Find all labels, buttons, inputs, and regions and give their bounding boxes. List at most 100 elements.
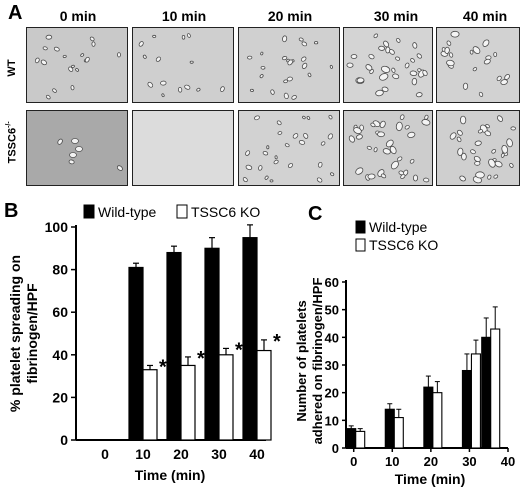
platelet (409, 70, 418, 77)
bar-ko-30 (218, 354, 234, 441)
chart-c: 0 10 20 30 40 50 60 0 10 20 30 40 Wild-type TSSC6 KO T… (294, 219, 515, 487)
platelet (353, 127, 362, 135)
platelet (260, 51, 264, 56)
x-tick-label: 20 (424, 454, 438, 469)
platelet (482, 39, 490, 47)
platelet (470, 149, 476, 155)
platelet (491, 149, 497, 154)
platelet (382, 148, 391, 155)
platelet (245, 150, 251, 156)
platelet (446, 40, 452, 46)
y-tick-label: 40 (52, 347, 68, 363)
platelet (500, 152, 505, 158)
platelet (391, 67, 396, 73)
platelet (390, 160, 399, 170)
platelet (306, 115, 311, 120)
platelet (277, 131, 283, 135)
x-tick-label: 30 (462, 454, 476, 469)
platelet (404, 125, 410, 130)
bar-wild-type-20 (423, 386, 434, 449)
platelet (459, 115, 467, 125)
platelet (389, 145, 397, 155)
platelet (399, 114, 405, 121)
platelet (283, 92, 289, 100)
platelet (301, 41, 308, 47)
micrograph-ko-4 (436, 110, 520, 186)
bar-wild-type-30 (204, 247, 220, 441)
platelet (266, 145, 270, 150)
bar-ko-30 (470, 353, 481, 449)
platelet (220, 86, 225, 92)
platelet (189, 60, 194, 64)
micrograph-wt-0 (26, 27, 128, 103)
bar-wild-type-30 (461, 369, 472, 449)
platelet (327, 133, 334, 140)
platelet (40, 59, 47, 66)
platelet (307, 72, 312, 78)
platelet (177, 87, 183, 93)
y-tick-label: 60 (325, 275, 339, 290)
platelet (509, 162, 514, 168)
time-header-10: 10 min (161, 8, 207, 24)
platelet (409, 158, 415, 164)
platelet (186, 33, 191, 38)
platelet (485, 124, 490, 129)
platelet (152, 34, 157, 38)
platelet (473, 155, 481, 163)
y-tick-label: 80 (52, 262, 68, 278)
platelet (184, 84, 191, 90)
legend-swatch-ko (176, 204, 188, 219)
platelet (282, 35, 288, 43)
x-axis-label: Time (min) (395, 471, 466, 487)
platelet (404, 62, 410, 69)
platelet (298, 37, 304, 42)
platelet (449, 52, 454, 58)
platelet (320, 141, 326, 146)
platelet (68, 66, 74, 72)
platelet (258, 165, 263, 171)
platelet (89, 36, 95, 42)
platelet (292, 133, 299, 139)
time-header-30: 30 min (373, 8, 419, 24)
platelet (160, 80, 167, 86)
platelet (496, 115, 504, 122)
x-tick-label: 0 (101, 446, 109, 462)
platelet (396, 37, 401, 43)
platelet (395, 121, 403, 132)
platelet (75, 146, 83, 152)
platelet (412, 174, 418, 182)
micrograph-wt-2 (238, 27, 340, 103)
y-axis-label-line1: Number of platelets (294, 300, 309, 421)
platelet (45, 94, 51, 100)
platelet (142, 54, 147, 59)
platelet (383, 40, 390, 48)
micrograph-wt-3 (343, 27, 433, 103)
platelet (270, 89, 275, 95)
platelet (487, 174, 492, 180)
platelet (45, 34, 53, 40)
legend-swatch-ko (355, 238, 366, 252)
bar-wild-type-0 (346, 428, 357, 449)
platelet (300, 56, 307, 62)
platelet (291, 95, 297, 100)
y-axis-label: % platelet spreading onfibrinogen/HPF (7, 255, 40, 412)
platelet (301, 62, 308, 69)
platelet (259, 74, 264, 79)
y-tick-label: 10 (325, 413, 339, 428)
y-tick-label: 50 (325, 303, 339, 318)
row-label-superscript: -/- (5, 121, 13, 128)
platelet (477, 129, 484, 134)
platelet (459, 175, 466, 182)
y-axis-label: Number of plateletsadhered on fibrinogen… (294, 278, 325, 445)
platelet (71, 138, 79, 144)
platelet (446, 59, 455, 67)
bar-ko-0 (355, 430, 366, 449)
y-tick-label: 20 (325, 386, 339, 401)
bar-ko-40 (256, 349, 272, 441)
platelet (483, 58, 491, 65)
platelet (469, 49, 474, 55)
platelet (155, 56, 161, 62)
platelet (488, 158, 496, 168)
platelet (329, 64, 333, 69)
platelet (472, 46, 481, 54)
